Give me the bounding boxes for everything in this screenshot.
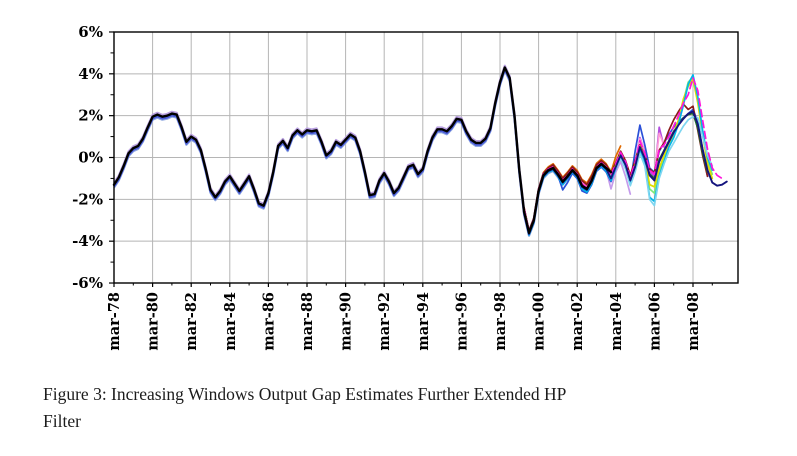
chart-canvas: 6% 4% 2% 0% -2% -4% -6%mar-78 mar-80 mar-82 mar-8… (72, 23, 739, 351)
series-full-sample-black (112, 66, 613, 235)
y-tick-label: 2% (78, 107, 103, 125)
caption-line-2: Filter (43, 411, 81, 431)
x-tick-label: mar-84 (222, 292, 239, 351)
x-tick-label: mar-94 (415, 292, 432, 351)
series-vintage-mar-09d (523, 115, 714, 234)
series-vintage-mar-06b (523, 132, 665, 233)
x-tick-label: mar-02 (569, 292, 586, 351)
x-tick-label: mar-86 (260, 292, 277, 351)
x-tick-label: mar-80 (145, 292, 162, 351)
output-gap-chart: 6% 4% 2% 0% -2% -4% -6% mar-78 mar-80 mar-82 mar-8… (72, 23, 739, 351)
x-tick-label: mar-82 (183, 292, 200, 351)
caption-line-1: Figure 3: Increasing Windows Output Gap … (43, 384, 567, 404)
x-tick-label: mar-00 (531, 292, 548, 351)
y-tick-label: 6% (78, 23, 103, 41)
x-tick-label: mar-96 (453, 292, 470, 351)
x-tick-label: mar-08 (685, 292, 702, 351)
x-tick-label: mar-88 (299, 292, 316, 351)
x-tick-label: mar-90 (338, 292, 355, 351)
x-tick-label: mar-06 (646, 292, 663, 351)
y-tick-label: -4% (72, 232, 103, 250)
x-tick-label: mar-92 (376, 292, 393, 351)
x-tick-label: mar-04 (608, 292, 625, 351)
y-tick-label: -2% (72, 190, 103, 208)
y-tick-label: -6% (72, 274, 103, 292)
figure-caption: Figure 3: Increasing Windows Output Gap … (43, 381, 763, 435)
y-tick-label: 4% (78, 65, 103, 83)
series-vintage-mar-01 (523, 166, 559, 235)
x-tick-label: mar-78 (106, 292, 123, 351)
x-tick-label: mar-98 (492, 292, 509, 351)
y-tick-label: 0% (78, 149, 103, 167)
